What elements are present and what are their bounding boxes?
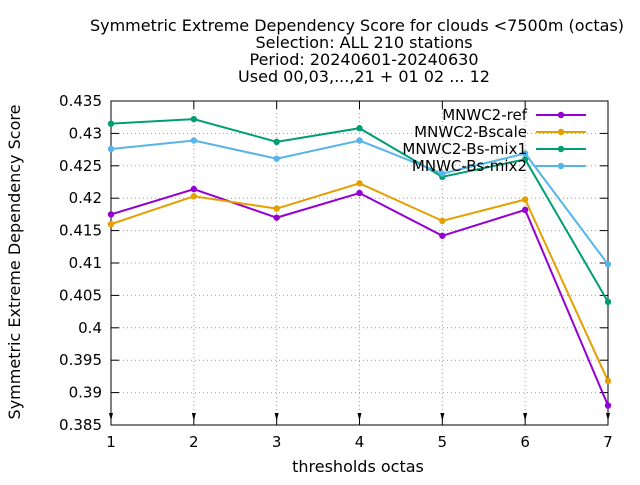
title-line-4: Used 00,03,...,21 + 01 02 ... 12 [238,67,490,86]
x-marker [191,413,196,421]
x-tick-label: 2 [189,433,199,451]
y-tick-label: 0.41 [69,254,102,272]
legend-label: MNWC2-Bs-mix1 [402,140,527,158]
data-point [273,155,280,162]
y-tick-label: 0.395 [59,351,102,369]
data-point [521,150,529,157]
y-tick-label: 0.385 [59,416,102,434]
data-point [190,185,198,193]
y-tick-label: 0.435 [59,92,102,110]
data-point [521,156,529,163]
data-point [356,180,363,187]
legend: MNWC2-refMNWC2-BscaleMNWC2-Bs-mix1MNWC-B… [402,106,586,175]
data-point [439,170,446,177]
data-point [521,206,529,214]
y-tick-label: 0.39 [69,384,102,402]
y-axis-ticks: 0.385 0.39 0.395 0.4 0.405 0.41 0.415 0.42 0.425… [59,92,608,434]
data-point [190,137,198,144]
legend-entry: MNWC2-Bs-mix1 [402,140,586,158]
x-tick-label: 1 [106,433,116,451]
y-tick-label: 0.42 [69,189,102,207]
x-marker [274,413,279,421]
x-marker [357,413,362,421]
data-point [521,196,529,203]
legend-marker [557,111,565,119]
data-point [604,377,612,385]
x-tick-label: 6 [520,433,530,451]
legend-entry: MNWC2-Bscale [414,123,586,141]
data-point [273,214,280,221]
data-point [190,115,198,123]
data-point [107,145,115,153]
chart-title: Symmetric Extreme Dependency Score for c… [90,16,624,86]
x-marker [523,413,528,421]
x-marker [440,413,445,421]
y-tick-label: 0.405 [59,286,102,304]
series-0 [107,185,612,409]
x-axis-ticks: 1 2 3 4 5 6 7 [106,101,613,451]
y-tick-label: 0.415 [59,222,102,240]
data-point [273,138,280,146]
x-tick-label: 7 [603,433,613,451]
legend-marker [557,128,565,136]
legend-label: MNWC2-Bscale [414,123,527,141]
title-line-2: Selection: ALL 210 stations [255,33,472,52]
x-tick-label: 4 [355,433,365,451]
x-tick-label: 3 [272,433,282,451]
data-point [107,120,115,127]
data-point [356,189,363,197]
x-marker [109,413,113,421]
legend-entry: MNWC2-ref [442,106,586,124]
legend-marker [557,145,565,153]
x-tick-label: 5 [438,433,448,451]
y-tick-label: 0.425 [59,157,102,175]
series-line [110,182,609,382]
grid [111,101,608,425]
legend-entry: MNWC-Bs-mix2 [412,157,586,175]
data-point [273,205,280,212]
data-point [604,298,612,306]
x-axis-label: thresholds octas [292,457,424,476]
legend-label: MNWC2-ref [442,106,527,124]
data-point [356,137,363,144]
data-point [439,217,446,225]
x-marker [606,413,610,421]
data-point [356,125,363,132]
series-line [110,118,609,303]
series-2 [107,115,612,306]
data-point [107,211,115,218]
legend-marker [557,162,565,170]
legend-label: MNWC-Bs-mix2 [412,157,527,175]
data-point [604,402,612,409]
series-layer [107,115,612,409]
data-point [190,193,198,200]
series-3 [107,137,612,268]
series-1 [107,180,612,385]
data-point [107,220,115,228]
title-line-1: Symmetric Extreme Dependency Score for c… [90,16,624,35]
data-point [439,232,446,239]
y-tick-label: 0.43 [69,124,102,142]
title-line-3: Period: 20240601-20240630 [249,50,478,69]
data-point [604,261,612,268]
y-axis-label: Symmetric Extreme Dependency Score [5,105,24,420]
y-tick-label: 0.4 [78,319,102,337]
